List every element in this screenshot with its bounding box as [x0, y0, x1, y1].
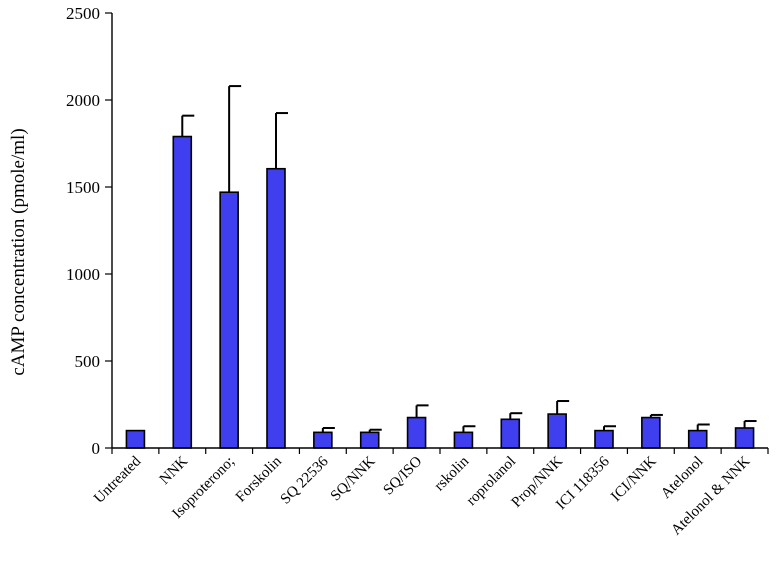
y-axis: 0 500 1000 1500 2000 2500 — [66, 4, 113, 458]
bar — [266, 167, 286, 449]
bar — [125, 429, 146, 449]
x-axis — [111, 447, 769, 454]
x-tick-label: rskolin — [431, 453, 472, 494]
x-tick-label: ICI/NNK — [608, 453, 659, 504]
error-bars — [181, 85, 757, 433]
y-tick-label: 1500 — [66, 178, 100, 197]
y-tick-label: 2500 — [66, 4, 100, 23]
bar — [734, 427, 755, 449]
bar — [172, 135, 193, 449]
bar — [641, 416, 661, 449]
bar — [359, 431, 380, 449]
bar — [219, 191, 239, 449]
x-tick-label: Untreated — [91, 453, 144, 506]
y-tick-label: 2000 — [66, 91, 100, 110]
bar — [687, 429, 708, 449]
x-tick-label: Forskolin — [233, 453, 285, 505]
y-tick-label: 0 — [92, 439, 101, 458]
bar — [453, 431, 474, 449]
y-axis-title: cAMP concentration (pmole/ml) — [8, 128, 29, 375]
x-tick-label: NNK — [157, 453, 191, 487]
bar — [594, 429, 614, 449]
bar — [547, 413, 567, 449]
y-tick-label: 500 — [75, 352, 101, 371]
y-tick-label: 1000 — [66, 265, 100, 284]
x-tick-label: SQ/ISO — [380, 453, 425, 498]
bar — [406, 416, 427, 449]
bar — [313, 431, 333, 449]
bars — [125, 135, 755, 449]
x-tick-label: Atelonol — [658, 454, 706, 502]
bar — [500, 418, 521, 449]
x-tick-label: SQ/NNK — [328, 453, 379, 504]
x-tick-label: SQ 22536 — [278, 453, 332, 507]
